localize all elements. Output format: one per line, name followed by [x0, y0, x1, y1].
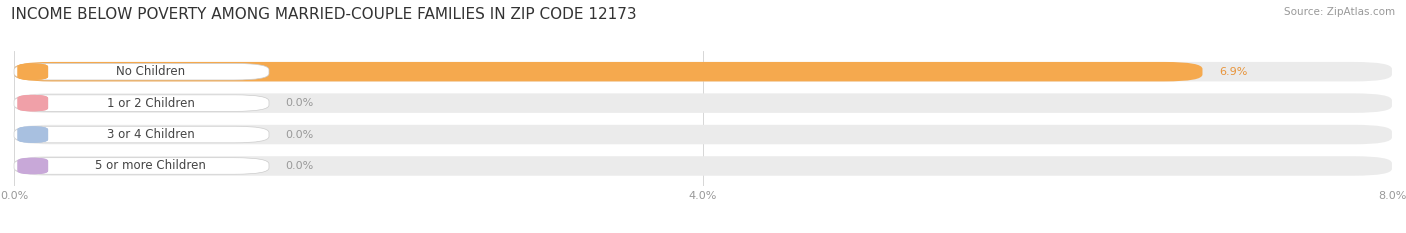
FancyBboxPatch shape	[17, 158, 48, 174]
FancyBboxPatch shape	[14, 95, 269, 111]
Text: 1 or 2 Children: 1 or 2 Children	[107, 97, 194, 110]
FancyBboxPatch shape	[17, 63, 48, 80]
FancyBboxPatch shape	[14, 63, 269, 80]
Text: No Children: No Children	[117, 65, 186, 78]
FancyBboxPatch shape	[14, 62, 1392, 81]
FancyBboxPatch shape	[14, 156, 1392, 176]
Text: 0.0%: 0.0%	[285, 130, 314, 140]
FancyBboxPatch shape	[17, 63, 48, 80]
Text: 0.0%: 0.0%	[285, 98, 314, 108]
FancyBboxPatch shape	[17, 126, 48, 143]
Text: 5 or more Children: 5 or more Children	[96, 159, 207, 172]
Text: 3 or 4 Children: 3 or 4 Children	[107, 128, 194, 141]
FancyBboxPatch shape	[17, 158, 48, 174]
FancyBboxPatch shape	[14, 125, 1392, 144]
FancyBboxPatch shape	[14, 93, 1392, 113]
Text: INCOME BELOW POVERTY AMONG MARRIED-COUPLE FAMILIES IN ZIP CODE 12173: INCOME BELOW POVERTY AMONG MARRIED-COUPL…	[11, 7, 637, 22]
FancyBboxPatch shape	[14, 62, 1202, 81]
Text: 6.9%: 6.9%	[1219, 67, 1247, 77]
Text: Source: ZipAtlas.com: Source: ZipAtlas.com	[1284, 7, 1395, 17]
FancyBboxPatch shape	[17, 126, 48, 143]
Text: 0.0%: 0.0%	[285, 161, 314, 171]
FancyBboxPatch shape	[14, 126, 269, 143]
FancyBboxPatch shape	[14, 158, 269, 174]
FancyBboxPatch shape	[17, 95, 48, 111]
FancyBboxPatch shape	[17, 95, 48, 111]
